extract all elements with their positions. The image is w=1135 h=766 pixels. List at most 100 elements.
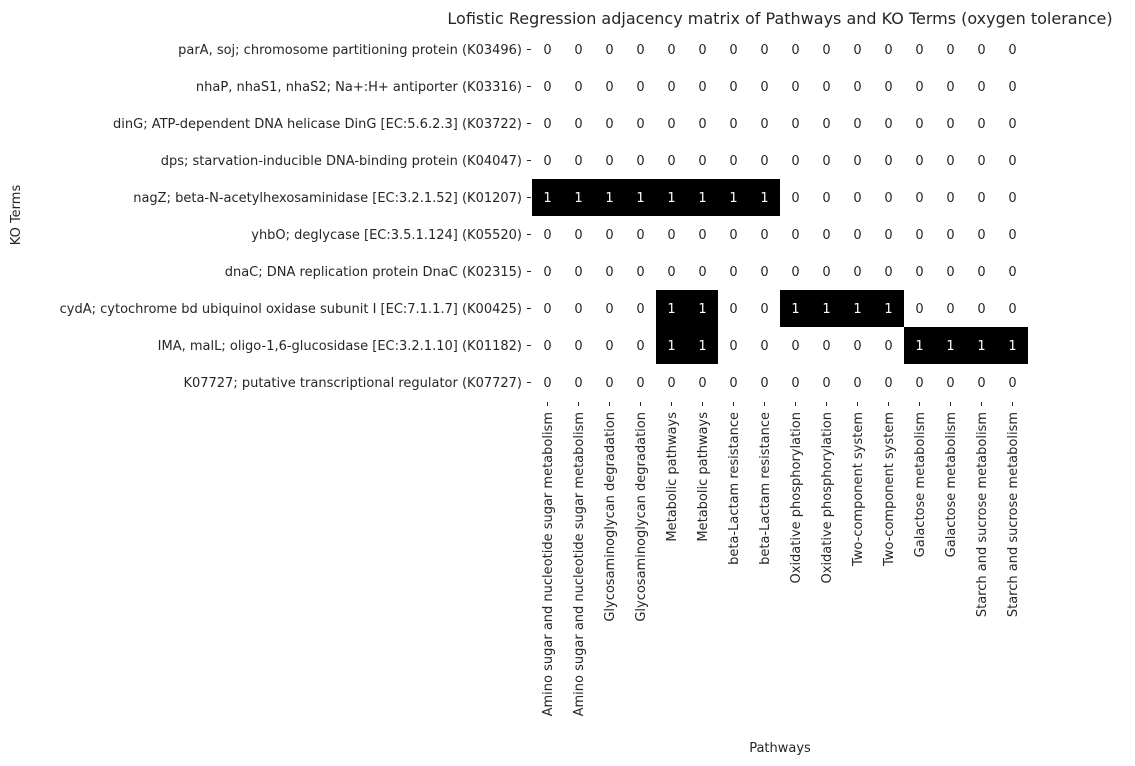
cell-value-label: 0 — [543, 339, 551, 354]
heatmap-cell — [594, 179, 625, 216]
cell-value-label: 0 — [636, 154, 644, 169]
cell-value-label: 0 — [760, 265, 768, 280]
heatmap-cell — [873, 364, 904, 401]
cell-value-label: 1 — [667, 302, 675, 317]
cell-value-label: 0 — [946, 117, 954, 132]
heatmap-cell — [780, 364, 811, 401]
heatmap-cell — [904, 327, 935, 364]
x-tick-label: Two-component system — [851, 412, 866, 567]
cell-value-label: 0 — [822, 228, 830, 243]
cell-value-label: 0 — [543, 80, 551, 95]
y-tick-label: nagZ; beta-N-acetylhexosaminidase [EC:3.… — [133, 191, 522, 206]
heatmap-cell — [904, 31, 935, 68]
heatmap-cell — [718, 142, 749, 179]
cell-value-label: 0 — [543, 154, 551, 169]
cell-value-label: 0 — [853, 43, 861, 58]
cell-value-label: 0 — [667, 265, 675, 280]
heatmap-cell — [966, 105, 997, 142]
cell-value-label: 0 — [729, 117, 737, 132]
cell-value-label: 1 — [977, 339, 985, 354]
cell-value-label: 1 — [884, 302, 892, 317]
heatmap-cell — [811, 179, 842, 216]
heatmap-cell — [532, 142, 563, 179]
x-tick-label: Starch and sucrose metabolism — [975, 412, 990, 617]
heatmap-cell — [656, 179, 687, 216]
x-tick-label: Amino sugar and nucleotide sugar metabol… — [572, 412, 587, 716]
heatmap-cell — [563, 31, 594, 68]
cell-value-label: 0 — [729, 228, 737, 243]
heatmap-cell — [997, 253, 1028, 290]
y-tick-label: cydA; cytochrome bd ubiquinol oxidase su… — [60, 302, 522, 317]
heatmap-cell — [532, 68, 563, 105]
x-tick-label: Metabolic pathways — [696, 412, 711, 542]
heatmap-cell — [563, 142, 594, 179]
heatmap-cell — [749, 327, 780, 364]
heatmap-cell — [718, 364, 749, 401]
cell-value-label: 0 — [605, 117, 613, 132]
cell-value-label: 1 — [822, 302, 830, 317]
cell-value-label: 0 — [977, 43, 985, 58]
heatmap-cell — [749, 364, 780, 401]
heatmap-cell — [687, 68, 718, 105]
cell-value-label: 0 — [853, 191, 861, 206]
heatmap-cell — [656, 327, 687, 364]
cell-value-label: 0 — [822, 376, 830, 391]
heatmap-cell — [749, 142, 780, 179]
y-axis-label: KO Terms — [9, 185, 24, 246]
heatmap-cell — [997, 327, 1028, 364]
heatmap-cell — [594, 327, 625, 364]
heatmap-cell — [811, 290, 842, 327]
cell-value-label: 0 — [915, 376, 923, 391]
cell-value-label: 1 — [853, 302, 861, 317]
heatmap-cell — [997, 31, 1028, 68]
cell-value-label: 0 — [574, 339, 582, 354]
cell-value-label: 1 — [543, 191, 551, 206]
cell-value-label: 0 — [915, 265, 923, 280]
heatmap-cell — [842, 327, 873, 364]
heatmap-cell — [718, 290, 749, 327]
heatmap-cell — [563, 179, 594, 216]
y-tick-label: parA, soj; chromosome partitioning prote… — [178, 43, 522, 58]
heatmap-cell — [625, 31, 656, 68]
cell-value-label: 0 — [791, 154, 799, 169]
heatmap-cell — [904, 68, 935, 105]
x-tick-label: Glycosaminoglycan degradation — [634, 412, 649, 622]
cell-value-label: 0 — [1008, 228, 1016, 243]
heatmap-cell — [594, 290, 625, 327]
cell-value-label: 0 — [853, 376, 861, 391]
heatmap-cell — [873, 179, 904, 216]
cell-value-label: 0 — [1008, 191, 1016, 206]
cell-value-label: 1 — [791, 302, 799, 317]
heatmap-cell — [997, 68, 1028, 105]
heatmap-cell — [904, 290, 935, 327]
cell-value-label: 0 — [977, 191, 985, 206]
heatmap-cell — [966, 364, 997, 401]
heatmap-cell — [718, 253, 749, 290]
heatmap-cell — [532, 105, 563, 142]
heatmap-cell — [656, 253, 687, 290]
cell-value-label: 0 — [543, 265, 551, 280]
heatmap-cell — [749, 216, 780, 253]
cell-value-label: 0 — [574, 80, 582, 95]
cell-value-label: 0 — [760, 228, 768, 243]
heatmap-cell — [935, 68, 966, 105]
cell-value-label: 0 — [791, 265, 799, 280]
heatmap-cell — [966, 253, 997, 290]
heatmap-cell — [780, 31, 811, 68]
cell-value-label: 0 — [543, 376, 551, 391]
cell-value-label: 0 — [636, 302, 644, 317]
cell-value-label: 0 — [543, 43, 551, 58]
cell-value-label: 0 — [760, 43, 768, 58]
cell-value-label: 0 — [543, 302, 551, 317]
heatmap-cell — [749, 105, 780, 142]
heatmap-cell — [904, 216, 935, 253]
heatmap-cell — [842, 105, 873, 142]
heatmap-cell — [904, 364, 935, 401]
heatmap-cell — [842, 290, 873, 327]
cell-value-label: 0 — [977, 154, 985, 169]
y-tick-label: dps; starvation-inducible DNA-binding pr… — [161, 154, 522, 169]
heatmap-cell — [656, 105, 687, 142]
heatmap-cell — [811, 142, 842, 179]
cell-value-label: 0 — [946, 376, 954, 391]
heatmap-cell — [563, 105, 594, 142]
